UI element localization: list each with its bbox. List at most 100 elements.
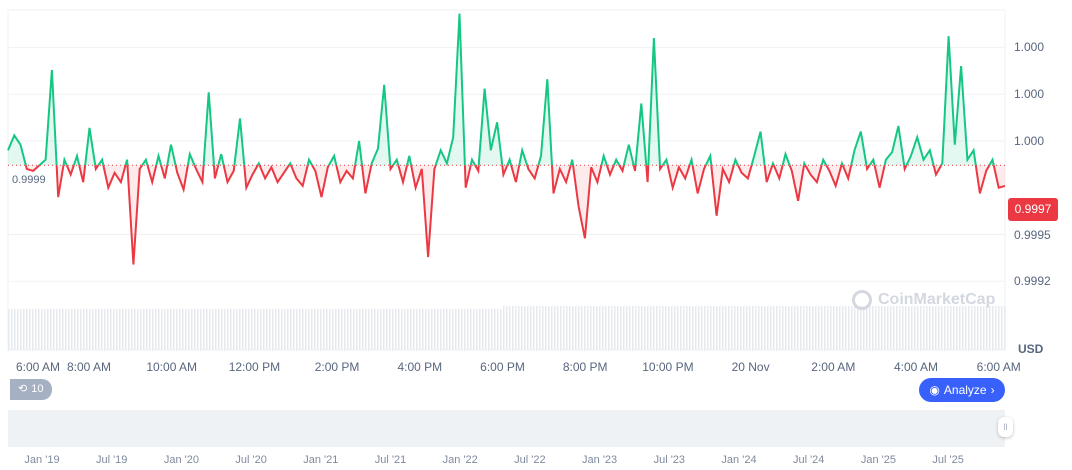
- volume-bar: [380, 309, 382, 350]
- volume-bar: [86, 309, 88, 350]
- volume-bar: [674, 306, 676, 350]
- volume-bar: [776, 306, 778, 350]
- navigator-tick-label: Jul '21: [374, 454, 407, 466]
- volume-bar: [56, 309, 58, 350]
- volume-bar: [521, 306, 523, 350]
- volume-bar: [917, 306, 919, 350]
- volume-bar: [284, 309, 286, 350]
- range-navigator[interactable]: [8, 410, 1005, 447]
- volume-bar: [644, 306, 646, 350]
- volume-bar: [221, 309, 223, 350]
- volume-bar: [383, 309, 385, 350]
- volume-bar: [425, 309, 427, 350]
- volume-bar: [434, 309, 436, 350]
- volume-bar: [365, 309, 367, 350]
- volume-bar: [344, 309, 346, 350]
- volume-bar: [260, 309, 262, 350]
- volume-bar: [518, 306, 520, 350]
- volume-bar: [599, 306, 601, 350]
- volume-bar: [299, 309, 301, 350]
- history-button[interactable]: ⟲ 10: [10, 379, 52, 400]
- volume-bar: [116, 309, 118, 350]
- volume-bar: [419, 309, 421, 350]
- volume-bar: [839, 306, 841, 350]
- volume-bar: [743, 306, 745, 350]
- volume-bar: [692, 306, 694, 350]
- volume-bar: [719, 306, 721, 350]
- volume-bar: [515, 306, 517, 350]
- volume-bar: [689, 306, 691, 350]
- current-price-badge: 0.9997: [1008, 198, 1058, 221]
- volume-bar: [296, 309, 298, 350]
- volume-bar: [908, 306, 910, 350]
- volume-bar: [413, 309, 415, 350]
- x-tick-label: 6:00 AM: [976, 360, 1021, 374]
- volume-bar: [77, 309, 79, 350]
- x-tick-label: 8:00 PM: [562, 360, 608, 374]
- analyze-icon: ◉: [929, 383, 940, 397]
- volume-bar: [101, 309, 103, 350]
- volume-bar: [479, 309, 481, 350]
- volume-bar: [353, 309, 355, 350]
- volume-bar: [548, 306, 550, 350]
- volume-bar: [122, 309, 124, 350]
- volume-bar: [959, 306, 961, 350]
- volume-bar: [809, 306, 811, 350]
- volume-bar: [8, 309, 10, 350]
- volume-bar: [200, 309, 202, 350]
- volume-bar: [428, 309, 430, 350]
- volume-bar: [254, 309, 256, 350]
- volume-bar: [737, 306, 739, 350]
- volume-bar: [446, 309, 448, 350]
- volume-bar: [932, 306, 934, 350]
- volume-bar: [311, 309, 313, 350]
- volume-bar: [62, 309, 64, 350]
- volume-bar: [728, 306, 730, 350]
- volume-bar: [641, 306, 643, 350]
- volume-bar: [53, 309, 55, 350]
- volume-bar: [206, 309, 208, 350]
- volume-bar: [176, 309, 178, 350]
- volume-bar: [401, 309, 403, 350]
- navigator-tick-label: Jan '22: [442, 454, 478, 466]
- volume-bar: [578, 306, 580, 350]
- volume-bar: [980, 306, 982, 350]
- volume-bar: [542, 306, 544, 350]
- navigator-tick-label: Jan '20: [163, 454, 199, 466]
- history-icon: ⟲: [18, 383, 28, 395]
- volume-bar: [998, 306, 1000, 350]
- volume-bar: [335, 309, 337, 350]
- analyze-button[interactable]: ◉ Analyze ›: [919, 378, 1005, 402]
- volume-bar: [668, 306, 670, 350]
- volume-bar: [47, 309, 49, 350]
- volume-bar: [710, 306, 712, 350]
- volume-bar: [503, 306, 505, 350]
- volume-bar: [104, 309, 106, 350]
- volume-bar: [107, 309, 109, 350]
- navigator-handle[interactable]: ll: [998, 417, 1013, 437]
- y-tick-label: 0.9995: [1014, 227, 1051, 242]
- volume-bar: [59, 309, 61, 350]
- volume-bar: [95, 309, 97, 350]
- volume-bar: [128, 309, 130, 350]
- volume-bar: [416, 309, 418, 350]
- volume-bar: [227, 309, 229, 350]
- x-tick-label: 12:00 PM: [228, 360, 281, 374]
- navigator-tick-label: Jul '20: [235, 454, 267, 466]
- volume-bar: [836, 306, 838, 350]
- volume-bar: [905, 306, 907, 350]
- volume-bar: [617, 306, 619, 350]
- volume-bar: [173, 309, 175, 350]
- volume-bar: [194, 309, 196, 350]
- volume-bar: [941, 306, 943, 350]
- volume-bar: [131, 309, 133, 350]
- volume-bar: [449, 309, 451, 350]
- navigator-tick-label: Jan '19: [24, 454, 60, 466]
- currency-label: USD: [1018, 342, 1044, 356]
- x-tick-label: 2:00 PM: [314, 360, 360, 374]
- volume-bar: [767, 306, 769, 350]
- volume-bar: [929, 306, 931, 350]
- volume-bar: [683, 306, 685, 350]
- watermark-logo: CoinMarketCap: [852, 290, 995, 310]
